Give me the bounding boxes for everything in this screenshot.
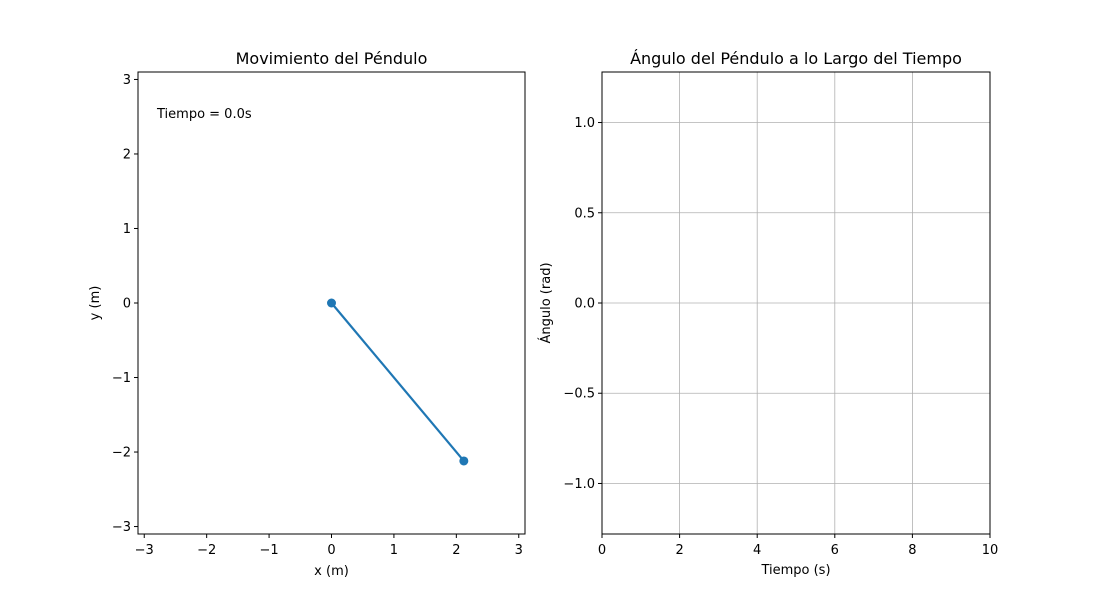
bob-point [459, 456, 469, 466]
y-tick-label: 0.0 [574, 297, 595, 312]
x-ticks: −3 −2 −1 0 1 2 3 [135, 534, 523, 558]
x-tick-label: 6 [831, 543, 839, 558]
x-ticks: 0 2 4 6 8 10 [598, 534, 998, 558]
y-tick-label: 2 [123, 147, 131, 162]
chart-title: Ángulo del Péndulo a lo Largo del Tiempo [630, 49, 962, 68]
y-axis-label: Ángulo (rad) [538, 262, 554, 343]
x-tick-label: 4 [753, 543, 761, 558]
x-tick-label: 0 [327, 543, 335, 558]
x-tick-label: −2 [197, 543, 216, 558]
x-axis-label: Tiempo (s) [760, 563, 830, 578]
angle-over-time-chart: Ángulo del Péndulo a lo Largo del Tiempo… [538, 49, 998, 578]
y-tick-label: 0.5 [574, 206, 595, 221]
chart-title: Movimiento del Péndulo [236, 49, 428, 68]
pendulum-motion-chart: Movimiento del Péndulo −3 −2 −1 0 1 2 3 −3 −2 −1… [88, 49, 526, 579]
grid-lines [601, 72, 991, 534]
time-annotation: Tiempo = 0.0s [156, 107, 252, 122]
pendulum-rod-line [330, 302, 465, 462]
x-tick-label: 2 [452, 543, 460, 558]
series-marks [327, 298, 469, 466]
y-tick-label: −3 [112, 520, 131, 535]
y-tick-label: −2 [112, 446, 131, 461]
pivot-point [327, 298, 336, 308]
x-tick-label: 3 [515, 543, 523, 558]
x-tick-label: 1 [390, 543, 398, 558]
x-tick-label: 2 [675, 543, 683, 558]
x-tick-label: 0 [598, 543, 606, 558]
x-tick-label: 8 [908, 543, 916, 558]
y-tick-label: 1.0 [574, 116, 595, 131]
x-tick-label: −3 [135, 543, 154, 558]
y-axis-label: y (m) [88, 286, 103, 321]
y-ticks: −1.0 −0.5 0.0 0.5 1.0 [563, 116, 602, 492]
y-tick-label: −1 [112, 371, 131, 386]
y-tick-label: 3 [123, 73, 131, 88]
y-tick-label: −0.5 [563, 387, 595, 402]
x-tick-label: 10 [982, 543, 999, 558]
y-tick-label: −1.0 [563, 477, 595, 492]
y-tick-label: 0 [123, 297, 131, 312]
y-ticks: −3 −2 −1 0 1 2 3 [112, 73, 138, 535]
x-axis-label: x (m) [314, 564, 349, 579]
x-tick-label: −1 [259, 543, 278, 558]
y-tick-label: 1 [123, 222, 131, 237]
